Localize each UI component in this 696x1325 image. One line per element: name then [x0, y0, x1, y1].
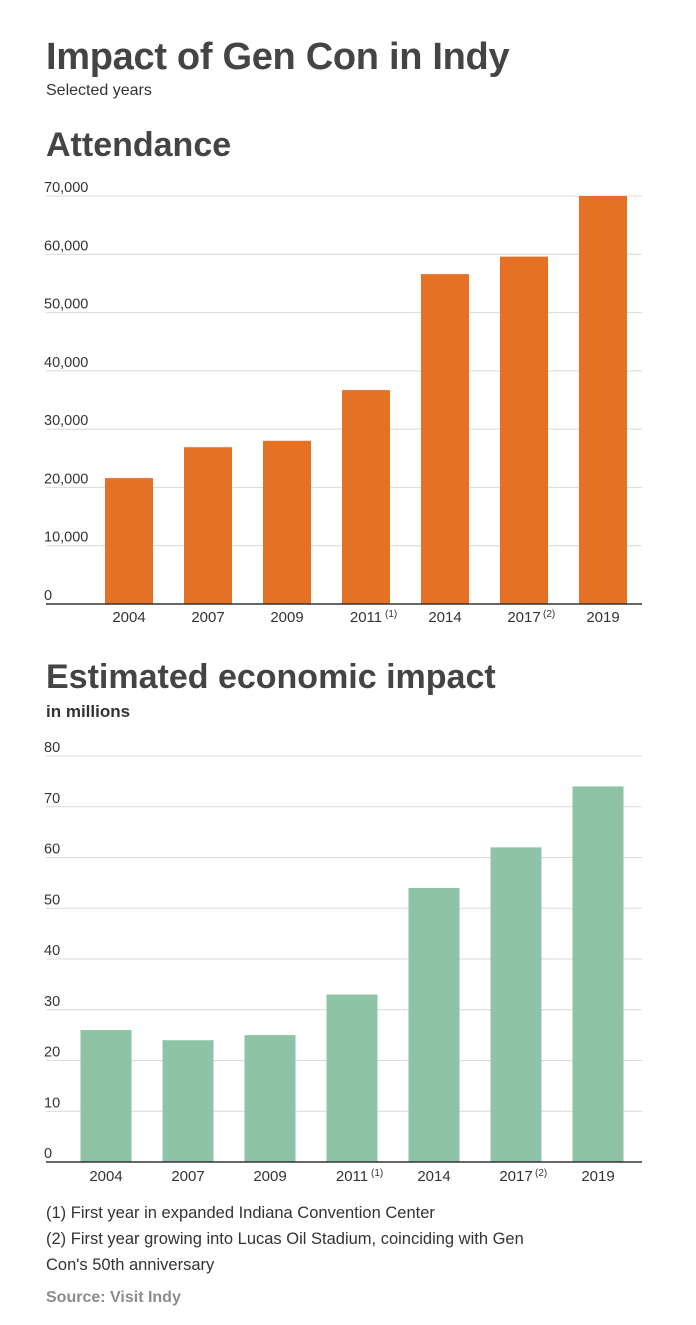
- attendance-bar-2019: [579, 196, 627, 604]
- attendance-xtick-label: 2011: [350, 609, 382, 626]
- economic-bar-2017: [490, 847, 542, 1162]
- economic-xtick-label: 2004: [89, 1168, 122, 1185]
- economic-chart-subtitle: in millions: [46, 702, 131, 721]
- economic-bar-2007: [162, 1040, 214, 1162]
- economic-ytick-label: 50: [44, 892, 60, 908]
- attendance-ytick-label: 0: [44, 588, 52, 604]
- attendance-xtick-label: 2017: [507, 609, 540, 626]
- footnote-2: (2) First year growing into Lucas Oil St…: [46, 1230, 524, 1274]
- economic-chart: 0 10 20 30 40 50 60 70 80 2004 2007 2009 2011 (1) 2014…: [44, 740, 642, 1185]
- economic-xtick-label: 2017: [499, 1168, 532, 1185]
- economic-ytick-label: 30: [44, 994, 60, 1010]
- attendance-bar-2011: [342, 390, 390, 604]
- economic-xtick-label: 2014: [417, 1168, 450, 1185]
- economic-bar-2009: [244, 1035, 296, 1162]
- attendance-chart-title: Attendance: [46, 126, 232, 164]
- attendance-ytick-label: 70,000: [44, 180, 88, 196]
- economic-xtick-footnote-marker: (1): [371, 1168, 383, 1179]
- attendance-ytick-label: 30,000: [44, 413, 88, 429]
- economic-chart-title: Estimated economic impact: [46, 658, 496, 696]
- economic-bar-2014: [408, 887, 460, 1162]
- attendance-chart: 0 10,000 20,000 30,000 40,000 50,000 60,000 70,…: [44, 180, 642, 626]
- attendance-ytick-label: 40,000: [44, 355, 88, 371]
- economic-ytick-label: 40: [44, 943, 60, 959]
- source-credit: Source: Visit Indy: [46, 1289, 181, 1306]
- economic-xtick-label: 2009: [253, 1168, 286, 1185]
- economic-ytick-label: 60: [44, 842, 60, 858]
- attendance-bar-2004: [105, 478, 153, 604]
- page-title: Impact of Gen Con in Indy: [46, 36, 510, 78]
- economic-bar-2004: [80, 1030, 132, 1162]
- economic-xtick-label: 2019: [581, 1168, 614, 1185]
- attendance-ytick-label: 50,000: [44, 297, 88, 313]
- attendance-bar-2009: [263, 440, 311, 604]
- economic-xtick-footnote-marker: (2): [535, 1168, 547, 1179]
- attendance-bar-2007: [184, 447, 232, 604]
- attendance-xtick-label: 2004: [112, 609, 145, 626]
- attendance-xtick-label: 2019: [586, 609, 619, 626]
- economic-bar-2011: [326, 994, 378, 1162]
- economic-ytick-label: 10: [44, 1095, 60, 1111]
- page-subtitle: Selected years: [46, 82, 152, 99]
- economic-ytick-label: 0: [44, 1146, 52, 1162]
- attendance-xtick-label: 2009: [270, 609, 303, 626]
- economic-ytick-label: 20: [44, 1045, 60, 1061]
- attendance-ytick-label: 60,000: [44, 238, 88, 254]
- economic-xtick-label: 2007: [171, 1168, 204, 1185]
- economic-bar-2019: [572, 786, 624, 1162]
- attendance-bar-2017: [500, 256, 548, 604]
- economic-xtick-label: 2011: [336, 1168, 368, 1185]
- attendance-ytick-label: 20,000: [44, 471, 88, 487]
- attendance-xtick-footnote-marker: (1): [385, 609, 397, 620]
- attendance-xtick-footnote-marker: (2): [543, 609, 555, 620]
- attendance-ytick-label: 10,000: [44, 530, 88, 546]
- footnote-1: (1) First year in expanded Indiana Conve…: [46, 1204, 435, 1222]
- economic-ytick-label: 70: [44, 791, 60, 807]
- attendance-xtick-label: 2007: [191, 609, 224, 626]
- economic-ytick-label: 80: [44, 740, 60, 756]
- attendance-xtick-label: 2014: [428, 609, 461, 626]
- attendance-bar-2014: [421, 274, 469, 604]
